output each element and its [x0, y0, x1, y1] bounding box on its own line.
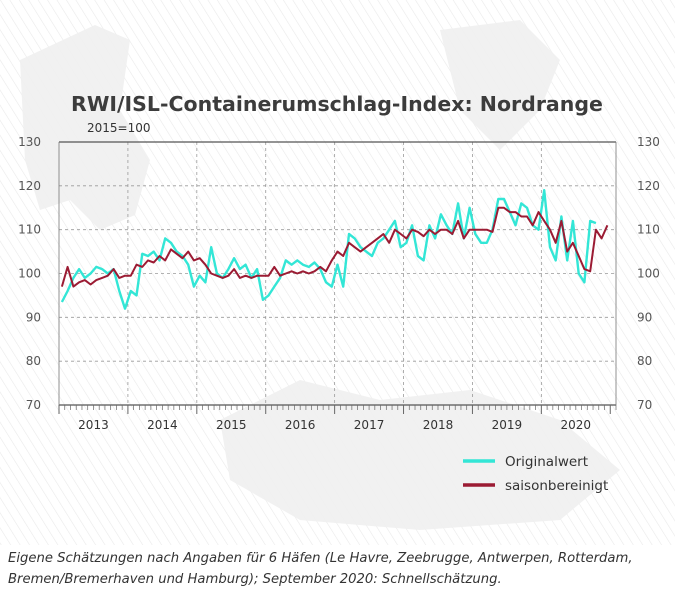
x-tick-label-2019: 2019 — [492, 418, 523, 432]
y-tick-label-left: 130 — [18, 135, 41, 149]
y-tick-label-left: 70 — [26, 398, 41, 412]
x-tick-label-2014: 2014 — [147, 418, 178, 432]
x-tick-label-2015: 2015 — [216, 418, 247, 432]
y-tick-label-left: 100 — [18, 267, 41, 281]
x-tick-label-2020: 2020 — [561, 418, 592, 432]
y-tick-label-right: 100 — [637, 267, 660, 281]
y-tick-label-right: 130 — [637, 135, 660, 149]
y-tick-label-right: 70 — [637, 398, 652, 412]
x-tick-label-2016: 2016 — [285, 418, 316, 432]
map-silhouette — [20, 20, 620, 530]
grid — [59, 142, 616, 405]
series-lines — [60, 188, 609, 310]
y-tick-label-left: 80 — [26, 354, 41, 368]
y-tick-label-right: 110 — [637, 223, 660, 237]
chart-panel: RWI/ISL-Containerumschlag-Index: Nordran… — [0, 0, 675, 545]
x-tick-label-2018: 2018 — [423, 418, 454, 432]
x-tick-label-2013: 2013 — [78, 418, 109, 432]
tick-labels: 70 70 80 80 90 90 100 100 110 110 120 120 130 130 2013… — [18, 135, 660, 432]
legend: Originalwert saisonbereinigt — [463, 454, 608, 494]
chart-subtitle: 2015=100 — [87, 121, 151, 135]
legend-label-saisonbereinigt: saisonbereinigt — [505, 478, 608, 494]
footnote: Eigene Schätzungen nach Angaben für 6 Hä… — [8, 551, 633, 587]
series-line-saisonbereinigt — [60, 206, 609, 288]
chart-title: RWI/ISL-Containerumschlag-Index: Nordran… — [71, 92, 603, 116]
series-line-originalwert — [60, 188, 597, 310]
chart-svg: RWI/ISL-Containerumschlag-Index: Nordran… — [0, 0, 675, 545]
y-tick-label-right: 120 — [637, 179, 660, 193]
y-tick-label-left: 120 — [18, 179, 41, 193]
y-tick-label-right: 90 — [637, 310, 652, 324]
axes — [58, 141, 617, 414]
y-tick-label-left: 110 — [18, 223, 41, 237]
x-tick-label-2017: 2017 — [354, 418, 385, 432]
y-tick-label-right: 80 — [637, 354, 652, 368]
legend-label-originalwert: Originalwert — [505, 454, 588, 470]
y-tick-label-left: 90 — [26, 310, 41, 324]
